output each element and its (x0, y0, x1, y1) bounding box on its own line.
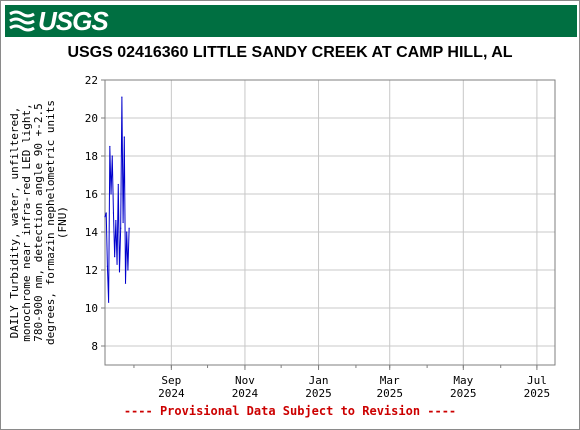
y-axis-label-line: 780-900 nm, detection angle 90 +-2.5 (32, 103, 45, 341)
data-point (110, 193, 112, 195)
data-point (109, 145, 111, 148)
y-tick-label: 22 (85, 74, 98, 87)
data-point (111, 155, 113, 157)
x-tick-year: 2025 (305, 387, 332, 400)
data-point (114, 256, 116, 258)
y-tick-label: 20 (85, 112, 98, 125)
data-point (117, 183, 119, 186)
y-tick-label: 16 (85, 188, 98, 201)
usgs-logo-text: USGS (38, 5, 109, 36)
x-tick-month: Mar (380, 374, 400, 387)
data-point (123, 136, 125, 138)
y-axis-label-line: (FNU) (56, 206, 69, 239)
x-tick-month: Jan (309, 374, 329, 387)
data-point (118, 271, 121, 273)
y-tick-label: 12 (85, 264, 98, 277)
y-tick-label: 14 (85, 226, 99, 239)
y-axis-label-line: degrees, formazin nephelometric units (44, 100, 57, 345)
data-point (104, 216, 106, 218)
data-point (106, 265, 109, 267)
x-tick-year: 2025 (524, 387, 551, 400)
series-layer (104, 96, 130, 303)
y-tick-label: 8 (91, 340, 98, 353)
grid-lines (105, 79, 555, 365)
data-point (112, 212, 115, 214)
data-point (116, 263, 118, 265)
data-point (121, 96, 123, 98)
data-point (128, 227, 130, 229)
data-point (108, 301, 110, 303)
x-tick-year: 2024 (158, 387, 185, 400)
series-line (104, 97, 130, 303)
plot-area (104, 79, 556, 366)
x-tick-month: Nov (235, 374, 255, 387)
data-point (127, 269, 129, 271)
y-tick-label: 18 (85, 150, 98, 163)
y-tick-label: 10 (85, 302, 98, 315)
data-point (124, 282, 127, 284)
y-axis-label-line: monochrome near infra-red LED light, (20, 103, 33, 341)
x-tick-year: 2025 (376, 387, 403, 400)
chart-title: USGS 02416360 LITTLE SANDY CREEK AT CAMP… (67, 44, 513, 61)
y-axis-label: DAILY Turbidity, water, unfiltered, monoc… (8, 100, 69, 345)
x-tick-year: 2024 (232, 387, 259, 400)
y-axis-label-line: DAILY Turbidity, water, unfiltered, (8, 107, 21, 339)
x-tick-month: Jul (527, 374, 547, 387)
x-tick-year: 2025 (450, 387, 477, 400)
axis-ticks: 810121416182022Sep2024Nov2024Jan2025Mar2… (85, 74, 550, 400)
data-point (115, 220, 117, 222)
x-tick-month: May (453, 374, 473, 387)
data-point (105, 212, 107, 214)
data-point (126, 231, 128, 233)
data-point (120, 227, 122, 229)
x-tick-month: Sep (161, 374, 181, 387)
provisional-notice: ---- Provisional Data Subject to Revisio… (123, 404, 457, 418)
usgs-logo: USGS (9, 5, 109, 36)
usgs-banner: USGS (5, 5, 577, 37)
usgs-wave-icon (9, 10, 35, 32)
data-point (122, 221, 124, 224)
